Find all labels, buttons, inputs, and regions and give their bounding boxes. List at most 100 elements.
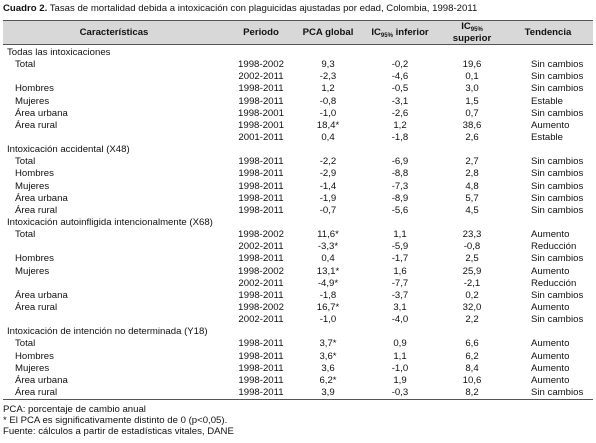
cell: 2,2 xyxy=(465,314,479,326)
cell: 16,7* xyxy=(316,302,340,314)
row-label: Mujeres xyxy=(15,95,50,107)
cell: -0,8 xyxy=(319,95,337,107)
data-row: Área urbana 1998-2001 -1,0 -2,6 0,7 Sin cambi… xyxy=(3,108,593,120)
cell: 1998-2011 xyxy=(238,95,284,107)
cell: Aumento xyxy=(531,229,570,241)
cell: 11,6* xyxy=(317,229,339,241)
footnote: * El PCA es significativamente distinto … xyxy=(3,415,228,426)
data-row: Área rural 1998-2011 3,9 -0,3 8,2 Sin cambios xyxy=(3,386,593,401)
data-row: 2002-2011 -1,0 -4,0 2,2 Sin cambios xyxy=(3,314,593,326)
cell: 4,8 xyxy=(465,180,479,192)
cell: 13,1* xyxy=(316,265,340,277)
cell: 2,8 xyxy=(465,168,479,180)
cell: 1998-2011 xyxy=(238,204,284,216)
cell: 8,4 xyxy=(465,362,479,374)
footnote: Fuente: cálculos a partir de estadística… xyxy=(3,426,234,437)
cell: Aumento xyxy=(531,374,570,386)
cell: -8,8 xyxy=(391,168,409,180)
cell: Sin cambios xyxy=(531,83,584,95)
header-row: Características Periodo PCA global IC95% in… xyxy=(3,20,593,45)
row-label: Área urbana xyxy=(15,107,68,119)
cell: -3,1 xyxy=(391,95,409,107)
cell: 1,6 xyxy=(393,265,407,277)
row-label: Hombres xyxy=(15,83,54,95)
cell: -7,7 xyxy=(391,277,409,289)
cell: -2,2 xyxy=(319,156,337,168)
cell: 1,9 xyxy=(393,374,407,386)
row-label: Total xyxy=(15,59,36,71)
cell: Estable xyxy=(531,95,563,107)
cell: 0,7 xyxy=(465,107,479,119)
data-row: Hombres 1998-2011 3,6* 1,1 6,2 Aumento xyxy=(3,351,593,363)
cell: 3,9 xyxy=(297,386,359,401)
cell: 1998-2011 xyxy=(238,289,284,301)
data-row: 2002-2011 -2,3 -4,6 0,1 Sin cambios xyxy=(3,71,593,83)
cell: Sin cambios xyxy=(531,180,584,192)
row-label: Área rural xyxy=(3,386,225,401)
cell: 0,4 xyxy=(321,253,335,265)
column-header: Tendencia xyxy=(503,20,593,45)
row-label: Área urbana xyxy=(15,374,68,386)
cell: -4,6 xyxy=(391,71,409,83)
section-title: Todas las intoxicaciones xyxy=(7,47,111,59)
cell: 0,4 xyxy=(321,132,335,144)
cell: 6,2 xyxy=(465,350,479,362)
cell: -0,7 xyxy=(319,204,337,216)
cell: 1998-2002 xyxy=(238,229,284,241)
cell: 1998-2002 xyxy=(238,302,284,314)
cell: 32,0 xyxy=(462,302,482,314)
cell: -2,1 xyxy=(463,277,481,289)
column-header: Periodo xyxy=(225,20,297,45)
section-row: Intoxicación accidental (X48) xyxy=(3,144,593,156)
cell: 1998-2011 xyxy=(238,374,284,386)
row-label: Mujeres xyxy=(15,180,50,192)
cell: -6,9 xyxy=(391,156,409,168)
cell: -5,9 xyxy=(391,241,409,253)
row-label: Hombres xyxy=(15,350,54,362)
cell: 1998-2011 xyxy=(238,350,284,362)
cell: -0,5 xyxy=(391,83,409,95)
cell: 9,3 xyxy=(321,59,335,71)
row-label: Área rural xyxy=(15,204,58,216)
cell: Reducción xyxy=(531,241,577,253)
data-row: Total 1998-2011 -2,2 -6,9 2,7 Sin cambios xyxy=(3,156,593,168)
cell: 1,2 xyxy=(321,83,335,95)
cell: 1998-2011 xyxy=(238,156,284,168)
cell: 1998-2011 xyxy=(238,192,284,204)
cell: Sin cambios xyxy=(531,204,584,216)
cell: -1,7 xyxy=(391,253,409,265)
cell: 1998-2011 xyxy=(238,83,284,95)
data-row: Hombres 1998-2011 1,2 -0,5 3,0 Sin cambios xyxy=(3,83,593,95)
cell: 1998-2002 xyxy=(238,59,284,71)
row-label: Área urbana xyxy=(15,289,68,301)
table: Características Periodo PCA global IC95% in… xyxy=(3,20,593,401)
cell: -4,9* xyxy=(317,277,339,289)
cell: 18,4* xyxy=(316,119,340,131)
cell: -1,8 xyxy=(391,132,409,144)
cell: 2,5 xyxy=(465,253,479,265)
cell: Sin cambios xyxy=(531,253,584,265)
column-header: PCA global xyxy=(297,20,359,45)
row-label: Área rural xyxy=(15,119,58,131)
header-prefix: IC xyxy=(371,26,381,38)
cell: 25,9 xyxy=(462,265,482,277)
row-label-empty xyxy=(3,132,225,144)
cell: 6,6 xyxy=(465,338,479,350)
cell: 2,7 xyxy=(465,156,479,168)
cell: 1998-2002 xyxy=(238,265,284,277)
caption: Cuadro 2. Tasas de mortalidad debida a i… xyxy=(3,3,477,14)
cell: Aumento xyxy=(531,338,570,350)
row-label-empty xyxy=(3,71,225,83)
cell: -0,2 xyxy=(391,59,409,71)
cell: -1,9 xyxy=(319,192,337,204)
cell: 1998-2011 xyxy=(238,338,284,350)
data-row: Área urbana 1998-2011 -1,8 -3,7 0,2 Sin cambi… xyxy=(3,290,593,302)
data-row: Total 1998-2002 9,3 -0,2 19,6 Sin cambios xyxy=(3,59,593,71)
row-label: Mujeres xyxy=(15,265,50,277)
cell: 2001-2011 xyxy=(238,132,284,144)
cell: 5,7 xyxy=(465,192,479,204)
cell: -5,6 xyxy=(391,204,409,216)
cell: 6,2* xyxy=(319,374,337,386)
cell: 1,1 xyxy=(393,229,407,241)
